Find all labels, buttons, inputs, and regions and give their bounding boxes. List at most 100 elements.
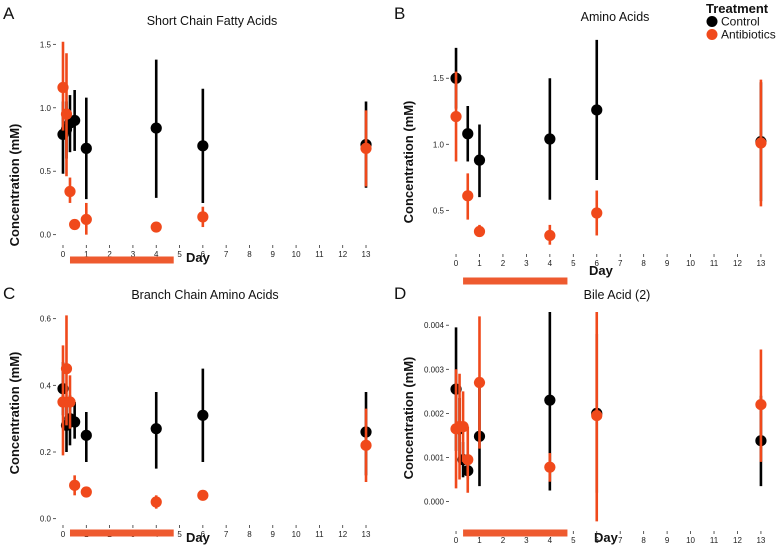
x-tick-label: 10 <box>686 536 695 545</box>
panel-a-ylabel: Concentration (mM) <box>7 124 22 247</box>
panel-c-title: Branch Chain Amino Acids <box>131 288 278 302</box>
treatment-period-bar <box>463 529 568 537</box>
legend-title: Treatment <box>706 1 769 16</box>
treatment-period-bar <box>463 277 568 285</box>
control-point <box>197 140 209 152</box>
y-tick-label: 0.003 <box>424 365 445 374</box>
x-tick-label: 3 <box>131 250 136 259</box>
panel-b-plot: 0.51.01.50 1 2 3 4 5 6 7 8 9 10 11 12 13 <box>433 39 767 285</box>
y-tick-label: 0.002 <box>424 409 445 418</box>
x-tick-label: 1 <box>477 536 482 545</box>
y-tick-label: 1.5 <box>40 40 52 49</box>
x-tick-label: 12 <box>338 250 347 259</box>
x-tick-label: 10 <box>686 259 695 268</box>
panel-d: D Bile Acid (2) Concentration (mM) Day 0… <box>394 284 767 545</box>
x-tick-label: 12 <box>733 259 742 268</box>
antibiotics-point <box>60 108 73 120</box>
antibiotics-point <box>755 398 767 411</box>
x-tick-label: 2 <box>107 250 112 259</box>
x-tick-label: 11 <box>710 259 719 268</box>
antibiotics-point <box>64 185 76 198</box>
x-tick-label: 9 <box>271 530 276 539</box>
antibiotics-point <box>69 479 81 491</box>
x-tick-label: 9 <box>271 250 276 259</box>
x-tick-label: 2 <box>501 259 506 268</box>
control-point <box>197 409 209 421</box>
x-tick-label: 6 <box>595 536 600 545</box>
x-tick-label: 3 <box>524 259 529 268</box>
x-tick-label: 7 <box>224 250 229 259</box>
control-point <box>462 128 474 140</box>
control-point <box>591 104 603 116</box>
antibiotics-point <box>64 396 76 408</box>
x-tick-label: 11 <box>315 530 324 539</box>
x-tick-label: 0 <box>454 259 459 268</box>
legend-swatch-antibiotics <box>706 29 718 40</box>
x-tick-label: 0 <box>61 530 66 539</box>
y-tick-label: 0.5 <box>433 206 445 215</box>
x-tick-label: 11 <box>315 250 324 259</box>
antibiotics-point <box>544 229 556 242</box>
antibiotics-point <box>473 376 486 389</box>
panel-letter-a: A <box>3 4 15 23</box>
antibiotics-point <box>450 110 462 123</box>
x-tick-label: 4 <box>154 250 159 259</box>
y-tick-label: 0.004 <box>424 321 445 330</box>
x-tick-label: 12 <box>338 530 347 539</box>
y-tick-label: 0.4 <box>40 381 52 390</box>
antibiotics-point <box>360 439 372 451</box>
x-tick-label: 0 <box>61 250 66 259</box>
legend-label-antibiotics: Antibiotics <box>721 28 776 42</box>
x-tick-label: 5 <box>571 259 576 268</box>
panel-c: C Branch Chain Amino Acids Concentration… <box>3 284 372 545</box>
antibiotics-point <box>473 225 486 238</box>
panel-b-ylabel: Concentration (mM) <box>401 101 416 224</box>
antibiotics-point <box>755 137 767 149</box>
x-tick-label: 12 <box>733 536 742 545</box>
antibiotics-point <box>80 213 92 226</box>
x-tick-label: 8 <box>641 259 646 268</box>
x-tick-label: 7 <box>618 536 623 545</box>
panel-d-ylabel: Concentration (mM) <box>401 357 416 480</box>
panel-c-xlabel: Day <box>186 530 211 545</box>
control-point <box>150 122 162 134</box>
x-tick-label: 0 <box>454 536 459 545</box>
x-tick-label: 5 <box>177 250 182 259</box>
panel-a-xlabel: Day <box>186 250 211 265</box>
x-tick-label: 8 <box>641 536 646 545</box>
x-tick-label: 10 <box>292 250 301 259</box>
x-tick-label: 10 <box>292 530 301 539</box>
x-tick-label: 1 <box>84 250 89 259</box>
panel-b: B Amino Acids Concentration (mM) Day 0.5… <box>394 4 767 285</box>
panel-letter-b: B <box>394 4 405 23</box>
y-tick-label: 1.5 <box>433 74 445 83</box>
y-tick-label: 0.000 <box>424 498 445 507</box>
antibiotics-point <box>197 489 209 501</box>
x-tick-label: 7 <box>618 259 623 268</box>
x-tick-label: 5 <box>177 530 182 539</box>
antibiotics-point <box>197 211 209 223</box>
control-point <box>544 133 556 145</box>
treatment-period-bar <box>69 256 174 264</box>
x-tick-label: 1 <box>477 259 482 268</box>
x-tick-label: 7 <box>224 530 229 539</box>
x-tick-label: 13 <box>756 536 765 545</box>
x-tick-label: 9 <box>665 536 670 545</box>
antibiotics-point <box>69 218 81 231</box>
antibiotics-point <box>360 142 372 154</box>
control-point <box>150 423 162 435</box>
panel-d-xlabel: Day <box>594 530 619 545</box>
x-tick-label: 13 <box>362 530 371 539</box>
panel-c-ylabel: Concentration (mM) <box>7 352 22 475</box>
control-point <box>69 114 81 127</box>
panel-d-title: Bile Acid (2) <box>584 288 651 302</box>
antibiotics-point <box>457 421 469 433</box>
antibiotics-point <box>60 363 73 375</box>
x-tick-label: 8 <box>247 250 252 259</box>
x-tick-label: 8 <box>247 530 252 539</box>
panel-c-plot: 0.00.20.40.6012345678910111213 <box>40 315 372 539</box>
panel-b-title: Amino Acids <box>581 10 650 24</box>
x-tick-label: 4 <box>548 536 553 545</box>
x-tick-label: 2 <box>501 536 506 545</box>
